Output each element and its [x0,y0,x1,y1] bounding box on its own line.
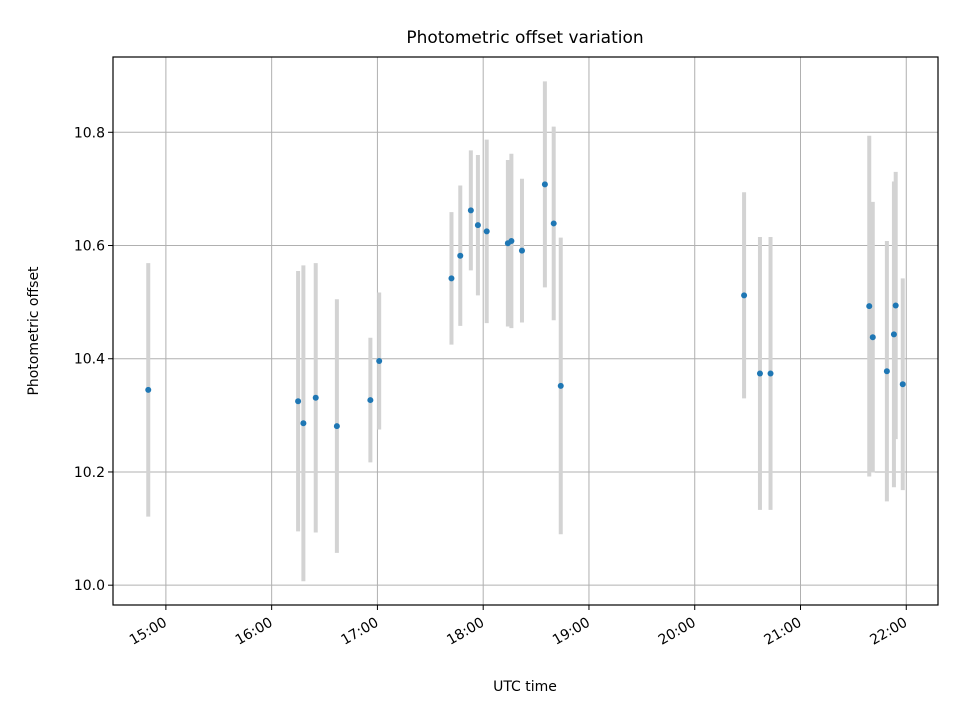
grid [113,57,938,605]
data-point [557,382,564,389]
plot-frame [112,56,939,606]
data-point [741,292,748,299]
data-point [300,420,307,427]
data-point [467,207,474,214]
data-point [890,331,897,338]
y-axis-label: Photometric offset [26,266,42,396]
data-point [457,252,464,259]
data-point [295,398,302,405]
data-point [869,334,876,341]
data-point [376,358,383,365]
y-axis-ticks: 10.0 10.2 10.4 10.6 10.8 [74,125,113,594]
data-point [541,181,548,188]
x-axis-label: UTC time [493,679,557,695]
data-point [883,368,890,375]
data-point [767,370,774,377]
data-point [483,228,490,235]
y-tick-label: 10.6 [74,239,105,255]
data-point [367,397,374,404]
data-point [474,222,481,229]
y-tick-label: 10.8 [74,125,105,141]
data-point [892,302,899,309]
chart-title: Photometric offset variation [406,28,643,48]
data-point [756,370,763,377]
data-point [899,381,906,388]
y-tick-label: 10.0 [74,578,105,594]
data-point [866,303,873,310]
data-point [518,247,525,254]
data-point [145,386,152,393]
data-point [448,275,455,282]
data-point [508,237,515,244]
data-point [333,423,340,430]
data-point [312,394,319,401]
data-points [145,181,906,430]
data-point [550,220,557,227]
y-tick-label: 10.4 [74,352,105,368]
y-tick-label: 10.2 [74,465,105,481]
